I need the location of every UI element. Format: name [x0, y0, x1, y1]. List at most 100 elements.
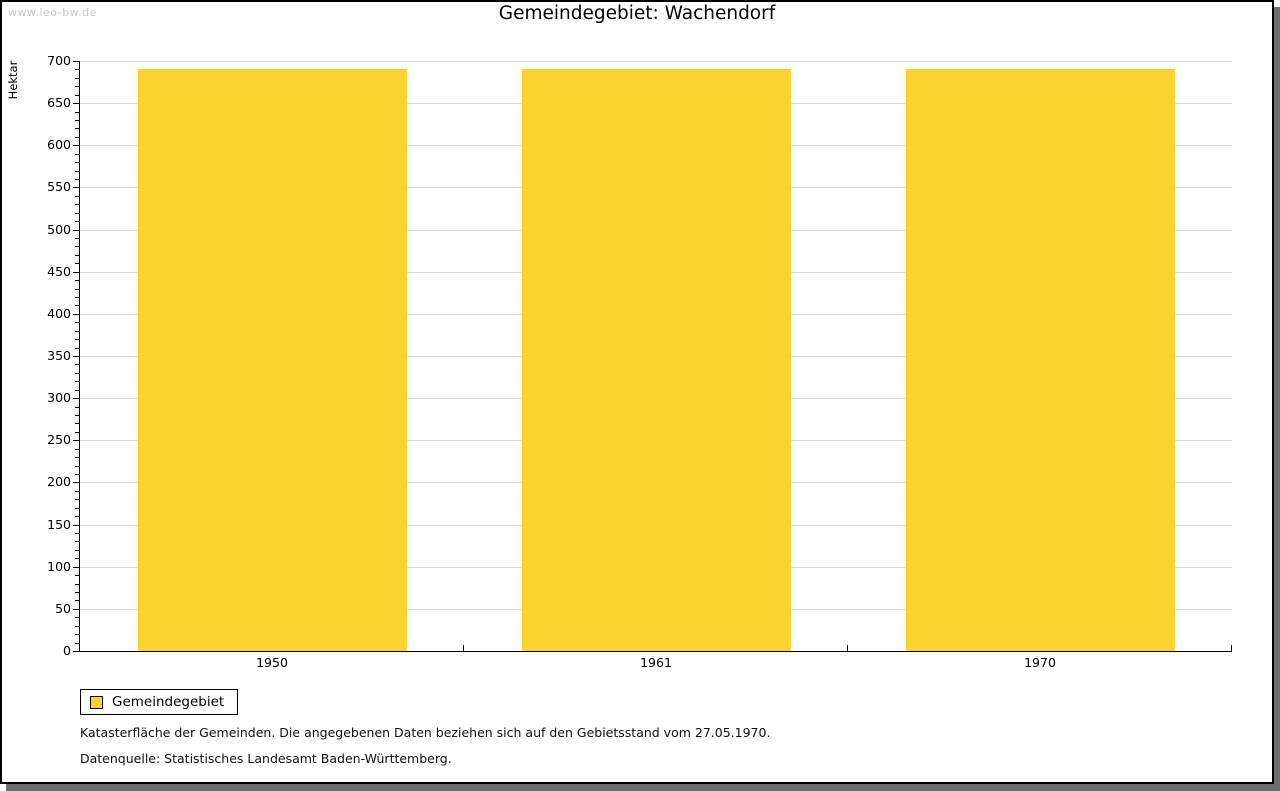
y-axis-minor-tick	[75, 347, 80, 349]
y-axis-tick-label: 300	[47, 390, 71, 406]
y-axis-major-tick	[73, 271, 80, 273]
y-axis-minor-tick	[75, 280, 80, 282]
y-axis-major-tick	[73, 566, 80, 568]
y-axis-minor-tick	[75, 153, 80, 155]
y-axis-minor-tick	[75, 583, 80, 585]
y-axis-minor-tick	[75, 179, 80, 180]
y-axis-minor-tick	[75, 634, 80, 636]
y-axis-minor-tick	[75, 111, 80, 113]
y-axis-major-tick	[73, 229, 80, 231]
y-axis-minor-tick	[75, 507, 80, 509]
y-axis-major-tick	[73, 440, 80, 442]
y-axis-major-tick	[73, 608, 80, 610]
y-axis-minor-tick	[75, 288, 80, 290]
y-axis-minor-tick	[75, 372, 80, 374]
legend-color-swatch-icon	[90, 695, 103, 709]
x-axis-category-label: 1950	[256, 655, 288, 670]
y-axis-tick-label: 150	[47, 516, 71, 532]
y-axis-tick-label: 650	[47, 95, 71, 111]
y-axis-minor-tick	[75, 431, 80, 433]
y-axis-minor-tick	[75, 381, 80, 383]
y-axis-tick-label: 600	[47, 137, 71, 153]
y-axis-major-tick	[73, 187, 80, 189]
y-axis-minor-tick	[75, 246, 80, 248]
y-axis-minor-tick	[75, 339, 80, 341]
y-axis-major-tick	[73, 103, 80, 105]
y-axis-minor-tick	[75, 305, 80, 307]
y-axis-minor-tick	[75, 77, 80, 79]
y-axis-minor-tick	[75, 423, 80, 425]
y-axis-minor-tick	[75, 162, 80, 164]
y-axis-minor-tick	[75, 322, 80, 324]
x-axis-boundary-tick	[1231, 645, 1232, 651]
y-axis-minor-tick	[75, 549, 80, 551]
y-axis-minor-tick	[75, 474, 80, 475]
y-axis-minor-tick	[75, 575, 80, 577]
y-axis-minor-tick	[75, 465, 80, 467]
y-axis-minor-tick	[75, 558, 80, 560]
y-axis-major-tick	[73, 145, 80, 147]
y-axis-minor-tick	[75, 533, 80, 534]
x-axis-category-label: 1961	[640, 655, 672, 670]
bar-1970	[906, 69, 1175, 651]
leo-bw-watermark: www.leo-bw.de	[8, 6, 97, 19]
y-axis-minor-tick	[75, 457, 80, 459]
y-axis-tick-label: 450	[47, 263, 71, 279]
y-axis-minor-tick	[75, 238, 80, 239]
y-axis-tick-label: 200	[47, 474, 71, 490]
y-axis-tick-label: 350	[47, 348, 71, 363]
y-axis-minor-tick	[75, 69, 80, 71]
y-axis-minor-tick	[75, 516, 80, 518]
y-axis-minor-tick	[75, 389, 80, 391]
y-gridline	[80, 61, 1232, 62]
y-axis-minor-tick	[75, 195, 80, 197]
chart-title: Gemeindegebiet: Wachendorf	[498, 3, 776, 24]
y-axis-minor-tick	[75, 128, 80, 130]
y-axis-minor-tick	[75, 448, 80, 450]
y-axis-tick-label: 550	[47, 179, 71, 195]
y-axis-minor-tick	[75, 415, 80, 416]
y-axis-minor-tick	[75, 592, 80, 593]
y-axis-minor-tick	[75, 263, 80, 265]
y-axis-major-tick	[73, 482, 80, 484]
y-axis-minor-tick	[75, 136, 80, 138]
y-axis-minor-tick	[75, 617, 80, 619]
y-axis-tick-label: 50	[55, 600, 71, 616]
y-axis-major-tick	[73, 524, 80, 526]
y-axis-minor-tick	[75, 642, 80, 644]
y-axis-minor-tick	[75, 499, 80, 501]
x-axis-boundary-tick	[463, 645, 464, 651]
y-axis-tick-label: 700	[47, 53, 71, 68]
y-axis-minor-tick	[75, 170, 80, 172]
y-axis-minor-tick	[75, 204, 80, 206]
y-axis-minor-tick	[75, 490, 80, 492]
y-axis-minor-tick	[75, 297, 80, 298]
y-axis-minor-tick	[75, 600, 80, 602]
x-axis-category-label: 1970	[1024, 655, 1056, 670]
y-axis-minor-tick	[75, 330, 80, 332]
y-axis-major-tick	[73, 356, 80, 357]
y-axis-tick-label: 100	[47, 558, 71, 574]
y-axis-minor-tick	[75, 212, 80, 214]
y-axis-major-tick	[73, 398, 80, 400]
y-axis-minor-tick	[75, 406, 80, 408]
bar-1950	[138, 69, 407, 651]
y-axis-tick-label: 250	[47, 432, 71, 448]
y-axis-minor-tick	[75, 221, 80, 223]
y-axis-major-tick	[73, 651, 80, 652]
y-axis-minor-tick	[75, 625, 80, 627]
plot-area: 0 50 100 150 200 250 300 350 400 450 500 550 600 650 7…	[47, 54, 1232, 670]
y-axis-minor-tick	[75, 120, 80, 121]
y-axis-tick-label: 500	[47, 221, 71, 237]
legend-item-label: Gemeindegebiet	[112, 694, 225, 710]
y-axis-minor-tick	[75, 86, 80, 88]
y-axis-minor-tick	[75, 94, 80, 96]
footnote-data-source: Datenquelle: Statistisches Landesamt Bad…	[80, 751, 452, 766]
y-axis-major-tick	[73, 61, 80, 62]
y-axis-title: Hektar	[6, 60, 20, 100]
y-axis-minor-tick	[75, 254, 80, 256]
y-axis-major-tick	[73, 313, 80, 315]
y-axis-tick-label: 0	[63, 643, 71, 658]
legend-box: Gemeindegebiet	[80, 689, 239, 715]
